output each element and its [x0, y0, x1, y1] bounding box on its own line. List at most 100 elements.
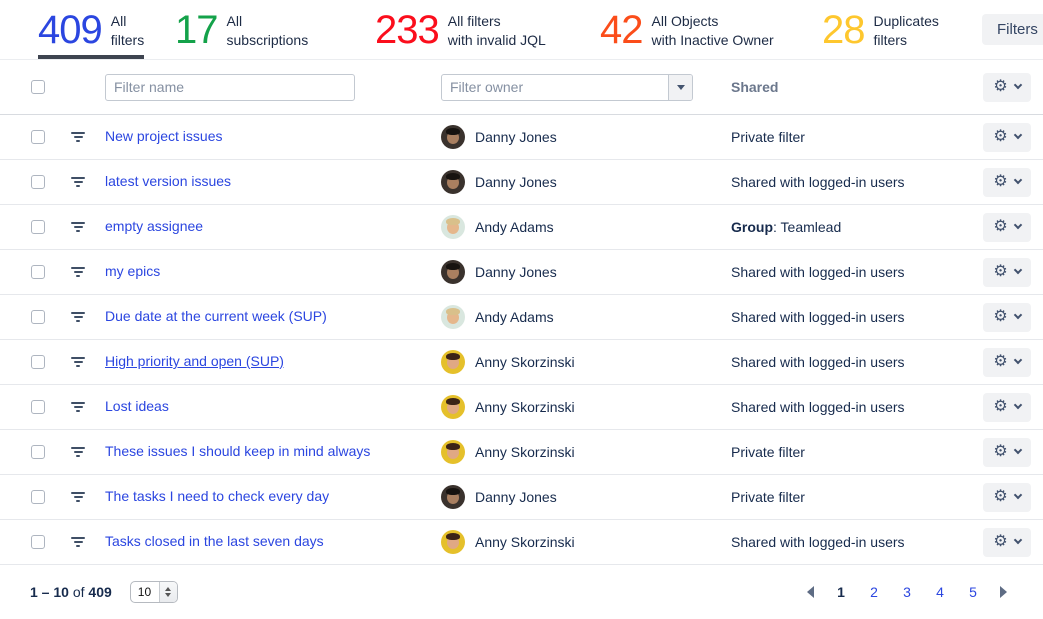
row-checkbox[interactable]: [31, 220, 45, 234]
stat-tab[interactable]: 17 All subscriptions: [175, 0, 375, 59]
filter-name-link[interactable]: These issues I should keep in mind alway…: [105, 443, 371, 459]
row-checkbox[interactable]: [31, 400, 45, 414]
row-checkbox[interactable]: [31, 130, 45, 144]
filter-owner-combo: [441, 73, 693, 101]
shared-status-text: Private filter: [731, 444, 805, 460]
page-button-1[interactable]: 1: [829, 580, 853, 604]
table-row: Lost ideas Anny Skorzinski Shared with l…: [0, 385, 1043, 430]
stat-tab[interactable]: 233 All filters with invalid JQL: [375, 0, 600, 59]
table-row: latest version issues Danny Jones Shared…: [0, 160, 1043, 205]
row-checkbox[interactable]: [31, 265, 45, 279]
table-row: The tasks I need to check every day Dann…: [0, 475, 1043, 520]
row-gear-dropdown[interactable]: ⚙: [983, 437, 1031, 467]
row-gear-dropdown[interactable]: ⚙: [983, 482, 1031, 512]
stat-label: All Objects with Inactive Owner: [651, 13, 774, 48]
chevron-down-icon: [1013, 80, 1022, 90]
select-all-checkbox[interactable]: [31, 80, 45, 94]
shared-status-text: Private filter: [731, 489, 805, 505]
shared-status-text: Shared with logged-in users: [731, 264, 905, 280]
page-button-3[interactable]: 3: [895, 580, 919, 604]
filter-owner-input[interactable]: [442, 74, 668, 100]
row-gear-dropdown[interactable]: ⚙: [983, 122, 1031, 152]
page-button-5[interactable]: 5: [961, 580, 985, 604]
filters-button[interactable]: Filters: [982, 14, 1043, 45]
row-gear-dropdown[interactable]: ⚙: [983, 257, 1031, 287]
avatar: [441, 125, 465, 149]
page-size-select[interactable]: 10: [129, 581, 178, 603]
row-gear-dropdown[interactable]: ⚙: [983, 392, 1031, 422]
chevron-down-icon: [1013, 445, 1022, 455]
range-of-label: of: [72, 584, 85, 600]
avatar: [441, 215, 465, 239]
filter-name-link[interactable]: New project issues: [105, 128, 223, 144]
shared-status: Shared with logged-in users: [726, 354, 979, 370]
stats-tabs: 409 All filters 17 All subscriptions 233…: [38, 0, 982, 59]
stat-tab[interactable]: 28 Duplicates filters: [822, 0, 982, 59]
row-gear-dropdown[interactable]: ⚙: [983, 302, 1031, 332]
row-checkbox[interactable]: [31, 490, 45, 504]
row-gear-dropdown[interactable]: ⚙: [983, 347, 1031, 377]
gear-icon: ⚙: [993, 443, 1008, 460]
range-total: 409: [88, 584, 112, 600]
stat-label: All subscriptions: [226, 13, 309, 48]
owner-name: Danny Jones: [475, 174, 557, 190]
shared-status: Shared with logged-in users: [726, 399, 979, 415]
gear-icon: ⚙: [993, 308, 1008, 325]
filters-table-body: New project issues Danny Jones Private f…: [0, 115, 1043, 565]
filter-name-link[interactable]: The tasks I need to check every day: [105, 488, 330, 504]
table-row: Tasks closed in the last seven days Anny…: [0, 520, 1043, 565]
gear-icon: ⚙: [993, 173, 1008, 190]
owner-name: Anny Skorzinski: [475, 534, 575, 550]
row-checkbox[interactable]: [31, 310, 45, 324]
next-page-button[interactable]: [994, 582, 1013, 602]
prev-page-button[interactable]: [801, 582, 820, 602]
chevron-down-icon: [1013, 535, 1022, 545]
page-size-stepper-icon[interactable]: [158, 582, 177, 602]
filter-icon: [71, 357, 85, 367]
row-gear-dropdown[interactable]: ⚙: [983, 212, 1031, 242]
row-gear-dropdown[interactable]: ⚙: [983, 167, 1031, 197]
gear-icon: ⚙: [993, 263, 1008, 280]
stat-value: 233: [375, 7, 440, 52]
page-button-4[interactable]: 4: [928, 580, 952, 604]
filter-name-input[interactable]: [105, 73, 355, 101]
chevron-down-icon: [1013, 310, 1022, 320]
filter-name-link[interactable]: Lost ideas: [105, 398, 169, 414]
row-checkbox[interactable]: [31, 355, 45, 369]
filter-icon: [71, 492, 85, 502]
filter-icon: [71, 402, 85, 412]
filter-name-link[interactable]: my epics: [105, 263, 161, 279]
page-button-2[interactable]: 2: [862, 580, 886, 604]
stat-tab[interactable]: 409 All filters: [38, 0, 175, 59]
row-checkbox[interactable]: [31, 445, 45, 459]
owner-name: Danny Jones: [475, 264, 557, 280]
owner-name: Anny Skorzinski: [475, 399, 575, 415]
header-gear-dropdown[interactable]: ⚙: [983, 72, 1031, 102]
owner-dropdown-button[interactable]: [668, 74, 692, 100]
row-checkbox[interactable]: [31, 535, 45, 549]
table-row: my epics Danny Jones Shared with logged-…: [0, 250, 1043, 295]
row-gear-dropdown[interactable]: ⚙: [983, 527, 1031, 557]
avatar: [441, 350, 465, 374]
stat-value: 409: [38, 7, 103, 52]
stat-tab[interactable]: 42 All Objects with Inactive Owner: [600, 0, 822, 59]
filter-name-link[interactable]: latest version issues: [105, 173, 232, 189]
filter-name-link[interactable]: empty assignee: [105, 218, 204, 234]
chevron-down-icon: [1013, 130, 1022, 140]
shared-status-text: Shared with logged-in users: [731, 309, 905, 325]
shared-status-text: Shared with logged-in users: [731, 399, 905, 415]
shared-status-bold: Group: [731, 219, 773, 235]
owner-name: Danny Jones: [475, 489, 557, 505]
filter-name-link[interactable]: Tasks closed in the last seven days: [105, 533, 324, 549]
gear-icon: ⚙: [993, 78, 1008, 95]
chevron-down-icon: [1013, 265, 1022, 275]
row-checkbox[interactable]: [31, 175, 45, 189]
chevron-down-icon: [1013, 220, 1022, 230]
filter-name-link[interactable]: Due date at the current week (SUP): [105, 308, 327, 324]
filter-name-link[interactable]: High priority and open (SUP): [105, 353, 284, 369]
stat-value: 42: [600, 7, 643, 52]
filter-icon: [71, 537, 85, 547]
